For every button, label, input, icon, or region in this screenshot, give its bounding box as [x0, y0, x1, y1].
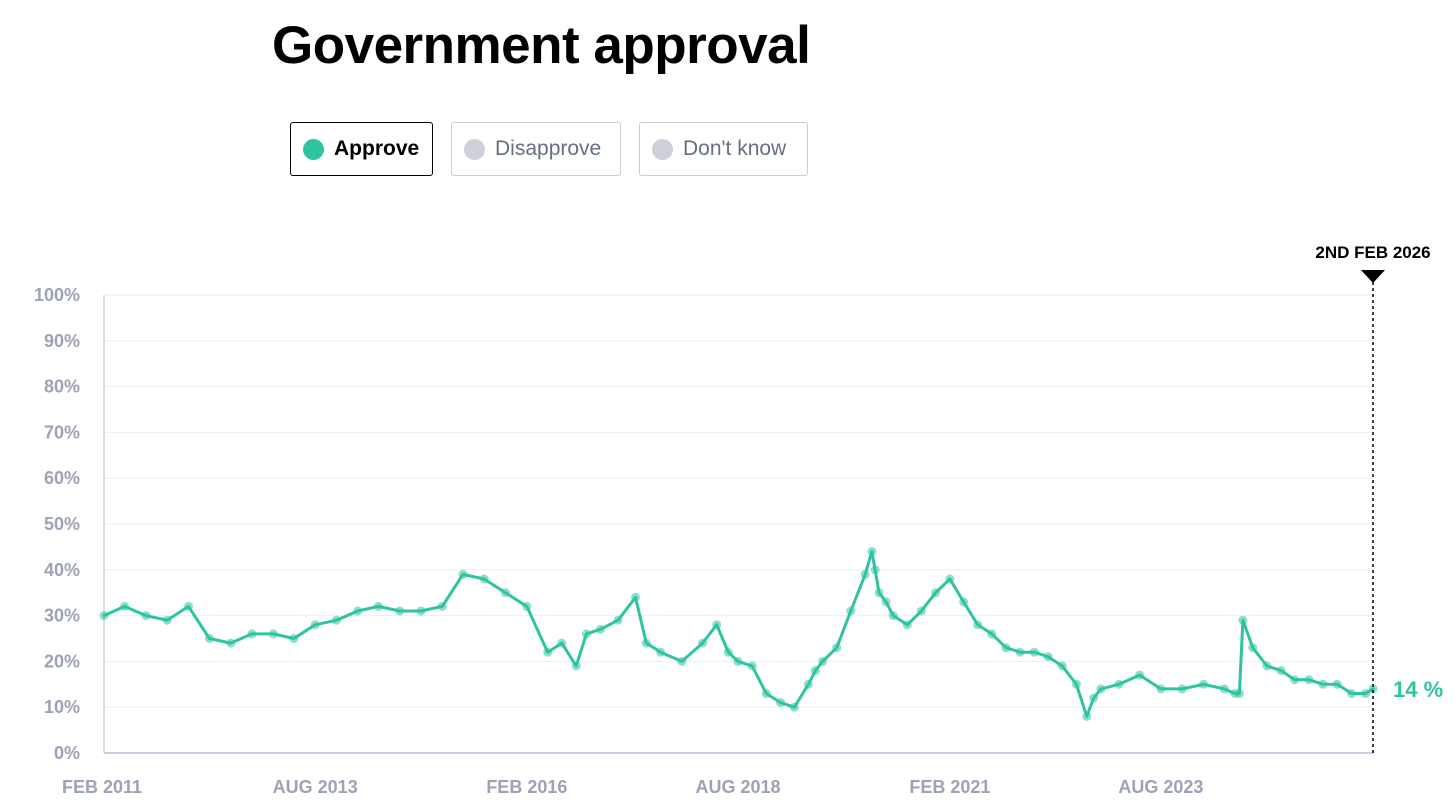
series-layer: [99, 547, 1378, 721]
legend-dont-know-label: Don't know: [683, 137, 787, 160]
legend-disapprove-label: Disapprove: [495, 137, 602, 160]
date-marker-triangle: [1361, 270, 1385, 283]
x-tick-label: FEB 2011: [62, 777, 142, 797]
legend-dont-know-button[interactable]: Don't know: [639, 122, 808, 176]
y-tick-label: 30%: [44, 606, 80, 626]
legend-approve-label: Approve: [334, 137, 420, 160]
y-tick-label: 90%: [44, 331, 80, 351]
y-tick-label: 0%: [54, 743, 80, 763]
last-value-label: 14 %: [1393, 677, 1443, 702]
x-tick-label: AUG 2018: [696, 777, 781, 797]
marker-layer: 2ND FEB 2026 14 %: [1315, 243, 1443, 753]
grid-layer: [104, 294, 1373, 708]
date-marker-label: 2ND FEB 2026: [1315, 243, 1430, 262]
approve-dot-icon: [303, 138, 324, 160]
y-tick-label: 70%: [44, 422, 80, 442]
y-tick-label: 60%: [44, 468, 80, 488]
y-tick-label: 100%: [34, 285, 80, 305]
x-tick-label: AUG 2023: [1118, 777, 1203, 797]
x-tick-label: FEB 2016: [486, 777, 567, 797]
y-tick-label: 50%: [44, 514, 80, 534]
x-tick-label: AUG 2013: [273, 777, 358, 797]
approve-series-line: [102, 550, 1375, 718]
page-title: Government approval: [272, 16, 811, 75]
legend-approve-button[interactable]: Approve: [290, 122, 433, 176]
y-tick-label: 10%: [44, 697, 80, 717]
legend-disapprove-button[interactable]: Disapprove: [451, 122, 621, 176]
disapprove-dot-icon: [464, 138, 485, 160]
axis-layer: 0% 10% 20% 30% 40% 50% 60% 70% 80% 90% 100% FEB 201…: [34, 285, 1373, 797]
y-tick-label: 40%: [44, 560, 80, 580]
x-tick-label: FEB 2021: [909, 777, 990, 797]
y-tick-label: 80%: [44, 377, 80, 397]
dont-know-dot-icon: [652, 138, 673, 160]
y-tick-label: 20%: [44, 651, 80, 671]
